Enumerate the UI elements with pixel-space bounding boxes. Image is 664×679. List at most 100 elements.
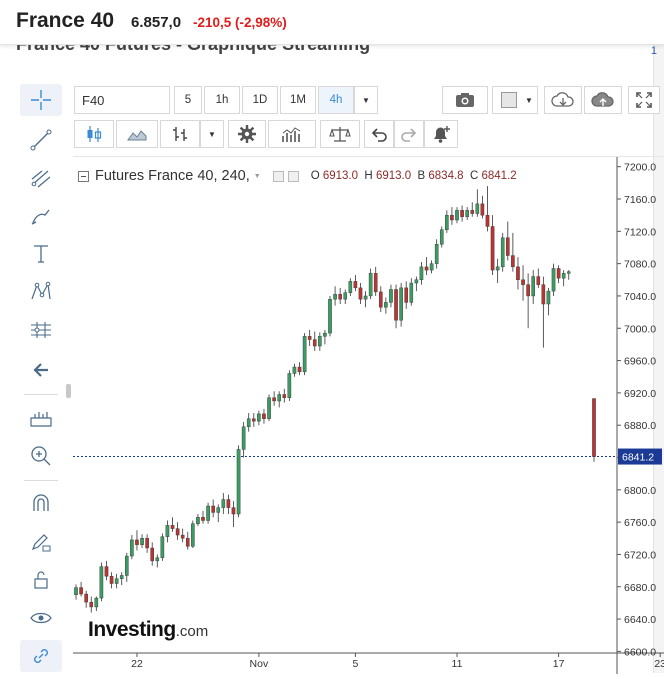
text-tool[interactable] <box>20 238 62 270</box>
candle-body <box>348 281 353 293</box>
candle-body <box>328 298 332 334</box>
collapse-toolbar-button[interactable] <box>20 354 62 386</box>
candle-body <box>439 229 444 245</box>
drawing-toolbar <box>20 84 62 673</box>
eye-toggle-icon[interactable] <box>272 170 284 182</box>
interval-1h[interactable]: 1h <box>204 86 240 114</box>
settings-button[interactable] <box>228 120 266 148</box>
candle-body <box>419 266 424 280</box>
fullscreen-button[interactable] <box>628 86 660 114</box>
interval-label: 5 <box>184 94 192 106</box>
symbol-search-input[interactable]: F40 <box>74 86 170 114</box>
interval-1m[interactable]: 1M <box>280 86 316 114</box>
toolbar-divider <box>24 480 58 481</box>
redo-button[interactable] <box>394 120 424 148</box>
candle-body <box>561 273 566 279</box>
y-tick-label: 6800.0 <box>624 485 656 497</box>
interval-4h[interactable]: 4h <box>318 86 354 114</box>
candles-style-button[interactable] <box>74 120 114 148</box>
candle-body <box>282 394 287 398</box>
candle-body <box>272 397 276 402</box>
candle-body <box>185 538 190 547</box>
undo-button[interactable] <box>364 120 394 148</box>
interval-1d[interactable]: 1D <box>242 86 278 114</box>
camera-icon <box>456 93 474 107</box>
candle-body <box>226 499 231 508</box>
symbol-text: F40 <box>82 92 105 108</box>
link-tool[interactable] <box>20 640 62 672</box>
chart-style-dropdown[interactable]: ▼ <box>200 120 224 148</box>
candle-body <box>394 289 398 321</box>
chart-color-button[interactable]: ▼ <box>492 86 538 114</box>
y-tick-label: 6720.0 <box>624 549 656 561</box>
area-style-button[interactable] <box>116 120 158 148</box>
candle-body <box>511 255 515 268</box>
x-tick-label: Nov <box>250 658 269 670</box>
candle-body <box>445 214 449 230</box>
gear-icon <box>238 125 256 143</box>
lock-drawing-tool[interactable] <box>20 526 62 558</box>
candle-body <box>343 292 348 300</box>
y-tick-label: 6960.0 <box>624 356 656 368</box>
candle-body <box>201 517 205 521</box>
candle-body <box>541 284 546 305</box>
candle-body <box>257 413 261 422</box>
y-tick-label: 7040.0 <box>624 291 656 303</box>
visibility-tool[interactable] <box>20 602 62 634</box>
fib-tool[interactable] <box>20 162 62 194</box>
brush-tool[interactable] <box>20 200 62 232</box>
legend-collapse-icon[interactable] <box>78 170 89 182</box>
indicators-button[interactable] <box>268 120 316 148</box>
alert-button[interactable] <box>424 120 458 148</box>
current-price-label: 6841.2 <box>622 452 654 464</box>
sidebar-resize-handle[interactable] <box>66 384 71 398</box>
measure-tool[interactable] <box>20 402 62 434</box>
bars-style-button[interactable] <box>160 120 200 148</box>
pattern-tool[interactable] <box>20 276 62 308</box>
crosshair-tool[interactable] <box>20 84 62 116</box>
zoom-in-icon <box>31 446 51 466</box>
unlock-tool[interactable] <box>20 564 62 596</box>
candle-body <box>231 507 236 515</box>
ohlc-bars-icon <box>173 127 187 141</box>
candle-body <box>490 226 495 271</box>
y-tick-label: 6920.0 <box>624 388 656 400</box>
page-number-link[interactable]: 1 <box>650 45 657 57</box>
y-tick-label: 6600.0 <box>624 646 656 658</box>
current-price-badge <box>618 448 662 465</box>
candle-body <box>140 538 144 545</box>
cloud-upload-button[interactable] <box>584 86 622 114</box>
candle-body <box>353 281 358 289</box>
chevron-down-icon[interactable]: ▼ <box>253 172 261 180</box>
magnet-tool[interactable] <box>20 488 62 520</box>
low-label: B <box>417 170 426 182</box>
chevron-down-icon: ▼ <box>525 95 533 105</box>
link-icon <box>34 649 48 663</box>
y-tick-label: 7160.0 <box>624 194 656 206</box>
trend-line-tool[interactable] <box>20 124 62 156</box>
zoom-in-tool[interactable] <box>20 440 62 472</box>
area-chart-icon <box>127 130 147 141</box>
pattern-icon <box>31 281 51 300</box>
candle-body <box>500 237 505 268</box>
compare-button[interactable] <box>320 120 360 148</box>
gear-icon[interactable] <box>287 170 299 182</box>
candle-body <box>216 507 221 513</box>
high-value: 6913.0 <box>375 170 412 182</box>
candle-body <box>150 547 154 562</box>
chart-area[interactable]: 6600.06640.06680.06720.06760.06800.06840… <box>73 156 664 674</box>
interval-5[interactable]: 5 <box>174 86 202 114</box>
candle-body <box>592 398 596 457</box>
chart-secondary-toolbar: ▼ <box>74 120 662 150</box>
candlestick-icon <box>87 126 102 142</box>
snapshot-button[interactable] <box>442 86 488 114</box>
cloud-download-button[interactable] <box>544 86 582 114</box>
x-tick-label: 23 <box>654 658 664 670</box>
candle-body <box>556 268 561 279</box>
interval-dropdown[interactable]: ▼ <box>354 86 378 114</box>
x-tick-label: 5 <box>352 658 358 670</box>
candlestick-chart[interactable]: 6600.06640.06680.06720.06760.06800.06840… <box>73 157 664 674</box>
prediction-tool[interactable] <box>20 314 62 346</box>
page-scrollbar[interactable] <box>653 44 664 673</box>
magnet-icon <box>33 494 49 511</box>
